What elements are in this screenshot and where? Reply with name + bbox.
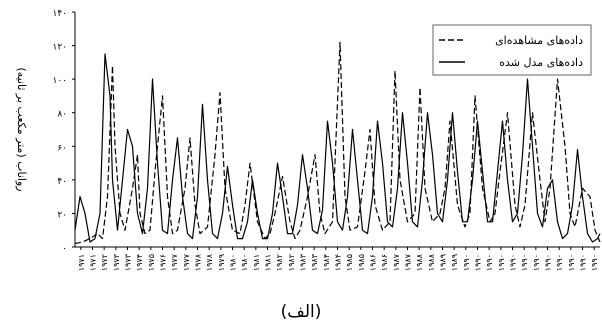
y-tick-label: ۶۰ (57, 143, 67, 153)
series-modeled-line (74, 53, 601, 243)
x-tick-label: ۱۹۸۶ (380, 254, 389, 271)
legend: داده‌های مشاهده‌ای داده‌های مدل شده (432, 24, 592, 76)
x-tick-label: ۱۹۸۳ (310, 253, 319, 271)
chart-caption: (الف) (280, 302, 322, 322)
x-ticks: ۱۹۷۱ ۱۹۷۱ ۱۹۷۲ ۱۹۷۳ ۱۹۷۳ ۱۹۷۴ ۱۹۷۵ ۱۹۷۶ ۱۹۷۷ ۱۹۷۷… (77, 247, 599, 271)
x-tick-label: ۱۹۷۷ (170, 253, 179, 271)
x-tick-label: ۱۹۸۱ (264, 254, 273, 271)
y-tick-label: ۲۰ (57, 210, 67, 220)
x-tick-label: ۱۹۸۴ (322, 254, 331, 271)
y-ticks: ۰ ۲۰ ۴۰ ۶۰ ۸۰ ۱۰۰ ۱۲۰ ۱۴۰ (52, 9, 75, 254)
x-tick-label: ۱۹۷۵ (147, 254, 156, 271)
x-tick-label: ۱۹۸۸ (415, 253, 424, 271)
x-tick-label: ۱۹۸۷ (404, 253, 413, 271)
x-tick-label: ۱۹۸۲ (275, 254, 284, 271)
series-layer (74, 41, 601, 245)
x-tick-label: ۱۹۹۰ (567, 254, 576, 271)
x-tick-label: ۱۹۷۴ (135, 254, 144, 271)
series-observed-line (74, 41, 601, 245)
x-tick-label: ۱۹۸۹ (450, 254, 459, 271)
x-tick-label: ۱۹۸۵ (345, 254, 354, 271)
y-tick-label: ۴۰ (57, 177, 67, 187)
x-tick-label: ۱۹۷۱ (77, 254, 86, 271)
x-tick-label: ۱۹۷۱ (89, 254, 98, 271)
x-tick-label: ۱۹۸۸ (427, 253, 436, 271)
x-tick-label: ۱۹۹۰ (544, 254, 553, 271)
x-tick-label: ۱۹۸۷ (392, 253, 401, 271)
y-tick-label: ۱۴۰ (52, 9, 67, 19)
legend-label-modeled: داده‌های مدل شده (499, 56, 583, 69)
y-tick-label: ۱۲۰ (52, 43, 67, 53)
x-tick-label: ۱۹۸۹ (439, 254, 448, 271)
x-tick-label: ۱۹۹۰ (509, 254, 518, 271)
x-tick-label: ۱۹۸۴ (334, 254, 343, 271)
x-tick-label: ۱۹۸۵ (357, 254, 366, 271)
x-tick-label: ۱۹۸۰ (240, 254, 249, 271)
x-tick-label: ۱۹۸۳ (299, 253, 308, 271)
x-tick-label: ۱۹۸۰ (229, 254, 238, 271)
x-tick-label: ۱۹۷۳ (112, 253, 121, 271)
x-tick-label: ۱۹۹۰ (579, 254, 588, 271)
x-tick-label: ۱۹۸۲ (287, 254, 296, 271)
y-tick-label: ۸۰ (57, 110, 67, 120)
x-tick-label: ۱۹۸۶ (369, 254, 378, 271)
x-tick-label: ۱۹۷۹ (217, 254, 226, 271)
x-tick-label: ۱۹۷۷ (182, 253, 191, 271)
x-tick-label: ۱۹۹۰ (485, 254, 494, 271)
x-tick-label: ۱۹۹۰ (497, 254, 506, 271)
x-tick-label: ۱۹۸۱ (252, 254, 261, 271)
x-tick-label: ۱۹۹۰ (555, 254, 564, 271)
x-tick-label: ۱۹۷۶ (159, 254, 168, 271)
x-tick-label: ۱۹۷۲ (100, 254, 109, 271)
y-tick-label: ۱۰۰ (52, 76, 67, 86)
x-tick-label: ۱۹۹۰ (520, 254, 529, 271)
y-axis-label: رواناب (متر مکعب بر ثانیه) (15, 67, 28, 191)
x-tick-label: ۱۹۷۸ (205, 253, 214, 271)
x-tick-label: ۱۹۹۰ (474, 254, 483, 271)
x-tick-label: ۱۹۹۰ (462, 254, 471, 271)
legend-box (432, 24, 592, 76)
legend-label-observed: داده‌های مشاهده‌ای (495, 34, 583, 47)
y-tick-label: ۰ (62, 244, 67, 254)
x-tick-label: ۱۹۹۰ (590, 254, 599, 271)
x-tick-label: ۱۹۹۰ (532, 254, 541, 271)
x-tick-label: ۱۹۷۳ (124, 253, 133, 271)
x-tick-label: ۱۹۷۸ (194, 253, 203, 271)
